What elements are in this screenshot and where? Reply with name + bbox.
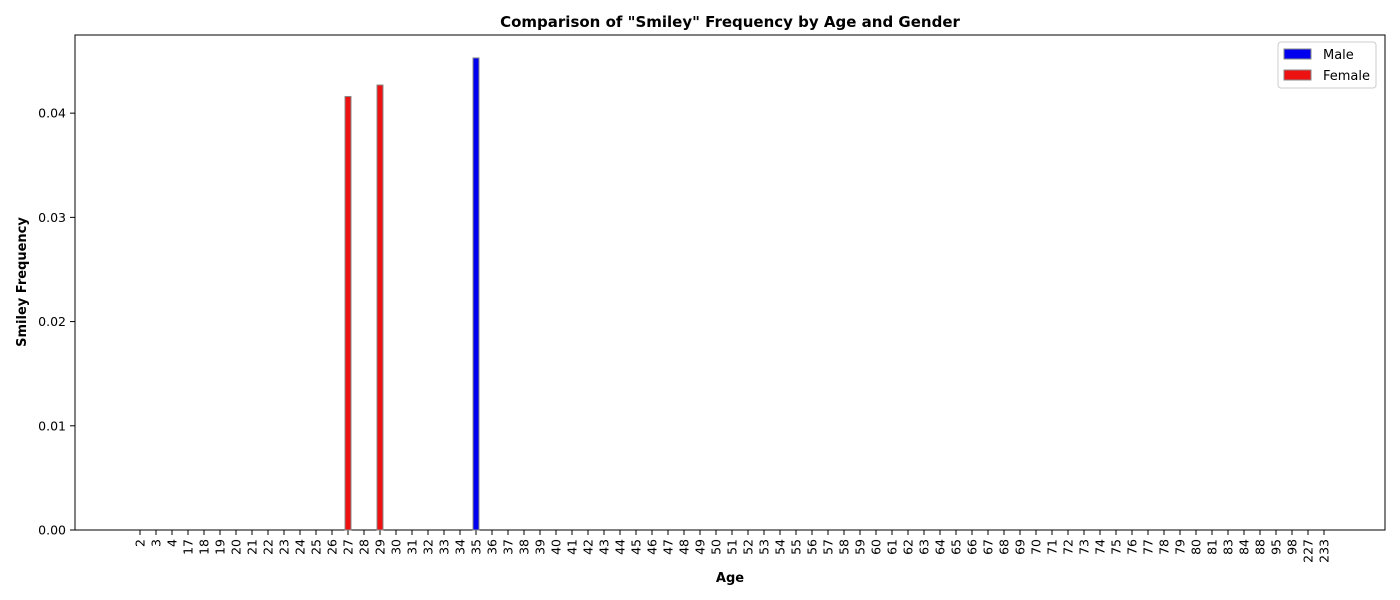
- x-tick-label: 52: [741, 539, 756, 555]
- x-tick-label: 26: [325, 539, 340, 555]
- legend: Male Female: [1277, 41, 1377, 89]
- x-tick-label: 57: [821, 539, 836, 555]
- x-tick-label: 30: [389, 539, 404, 555]
- x-tick-label: 65: [949, 539, 964, 555]
- x-tick-label: 49: [693, 539, 708, 555]
- x-tick-label: 25: [309, 539, 324, 555]
- x-tick-label: 58: [837, 539, 852, 555]
- bars: [344, 57, 480, 531]
- x-tick-label: 53: [757, 539, 772, 555]
- x-tick-label: 48: [677, 539, 692, 555]
- x-tick-label: 36: [485, 539, 500, 555]
- x-tick-label: 78: [1157, 539, 1172, 555]
- x-tick-label: 31: [405, 539, 420, 555]
- legend-swatch-male: [1283, 48, 1312, 60]
- x-tick-label: 45: [629, 539, 644, 555]
- x-tick-label: 27: [341, 539, 356, 555]
- x-tick-label: 20: [229, 539, 244, 555]
- x-tick-label: 55: [789, 539, 804, 555]
- x-tick-label: 44: [613, 539, 628, 555]
- x-tick-label: 66: [965, 539, 980, 555]
- x-axis: 2 3 4 17 18 19 20 21 22 23 24 25 26 27 28 29 30 31 32 33 34 3…: [133, 530, 1332, 563]
- x-tick-label: 24: [293, 539, 308, 555]
- x-tick-label: 34: [453, 539, 468, 555]
- bar-female-29: [376, 84, 384, 531]
- x-tick-label: 21: [245, 539, 260, 555]
- x-tick-label: 72: [1061, 539, 1076, 555]
- x-tick-label: 71: [1045, 539, 1060, 555]
- x-tick-label: 79: [1173, 539, 1188, 555]
- x-tick-label: 40: [549, 539, 564, 555]
- y-tick-label: 0.01: [38, 418, 66, 433]
- x-tick-label: 18: [197, 539, 212, 555]
- x-tick-label: 39: [533, 539, 548, 555]
- x-tick-label: 2: [133, 539, 148, 547]
- x-tick-label: 17: [181, 539, 196, 555]
- legend-label-male: Male: [1323, 48, 1354, 63]
- x-tick-label: 41: [565, 539, 580, 555]
- legend-label-female: Female: [1323, 69, 1370, 84]
- x-tick-label: 80: [1189, 539, 1204, 555]
- x-axis-label: Age: [716, 571, 744, 586]
- x-tick-label: 75: [1109, 539, 1124, 555]
- x-tick-label: 69: [1013, 539, 1028, 555]
- x-tick-label: 50: [709, 539, 724, 555]
- y-axis: 0.00 0.01 0.02 0.03 0.04: [38, 106, 75, 538]
- x-tick-label: 37: [501, 539, 516, 555]
- x-tick-label: 43: [597, 539, 612, 555]
- x-tick-label: 23: [277, 539, 292, 555]
- x-tick-label: 59: [853, 539, 868, 555]
- x-tick-label: 70: [1029, 539, 1044, 555]
- x-tick-label: 73: [1077, 539, 1092, 555]
- bar-female-27: [344, 95, 352, 531]
- x-tick-label: 38: [517, 539, 532, 555]
- y-tick-label: 0.03: [38, 210, 66, 225]
- x-tick-label: 233: [1317, 539, 1332, 563]
- x-tick-label: 98: [1285, 539, 1300, 555]
- x-tick-label: 227: [1301, 539, 1316, 563]
- legend-swatch-female: [1283, 69, 1312, 81]
- x-tick-label: 33: [437, 539, 452, 555]
- bar-male-35: [472, 57, 480, 531]
- x-tick-label: 47: [661, 539, 676, 555]
- x-tick-label: 83: [1221, 539, 1236, 555]
- x-tick-label: 77: [1141, 539, 1156, 555]
- x-tick-label: 28: [357, 539, 372, 555]
- x-tick-label: 19: [213, 539, 228, 555]
- y-tick-label: 0.00: [38, 523, 66, 538]
- x-tick-label: 56: [805, 539, 820, 555]
- x-tick-label: 46: [645, 539, 660, 555]
- x-tick-label: 63: [917, 539, 932, 555]
- x-tick-label: 42: [581, 539, 596, 555]
- x-tick-label: 61: [885, 539, 900, 555]
- x-tick-label: 74: [1093, 539, 1108, 555]
- x-tick-label: 51: [725, 539, 740, 555]
- x-tick-label: 68: [997, 539, 1012, 555]
- x-tick-label: 67: [981, 539, 996, 555]
- plot-area: [74, 34, 1386, 531]
- x-tick-label: 64: [933, 539, 948, 555]
- x-tick-label: 60: [869, 539, 884, 555]
- x-tick-label: 22: [261, 539, 276, 555]
- y-tick-label: 0.02: [38, 314, 66, 329]
- x-tick-label: 95: [1269, 539, 1284, 555]
- y-tick-label: 0.04: [38, 106, 66, 121]
- x-tick-label: 29: [373, 539, 388, 555]
- x-tick-label: 3: [149, 539, 164, 547]
- x-tick-label: 32: [421, 539, 436, 555]
- x-tick-label: 4: [165, 539, 180, 547]
- x-tick-label: 84: [1237, 539, 1252, 555]
- x-tick-label: 62: [901, 539, 916, 555]
- x-tick-label: 76: [1125, 539, 1140, 555]
- y-axis-label: Smiley Frequency: [15, 217, 30, 347]
- x-tick-label: 35: [469, 539, 484, 555]
- x-tick-label: 88: [1253, 539, 1268, 555]
- chart-title: Comparison of "Smiley" Frequency by Age …: [500, 13, 960, 31]
- x-tick-label: 54: [773, 539, 788, 555]
- x-tick-label: 81: [1205, 539, 1220, 555]
